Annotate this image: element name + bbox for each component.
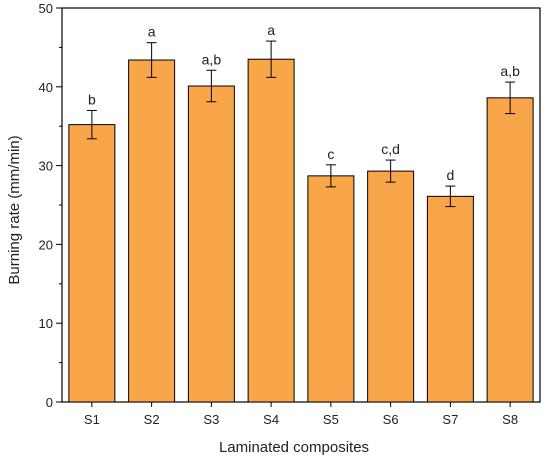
- x-tick-label: S5: [323, 412, 339, 427]
- bar-annotation: c,d: [381, 141, 400, 157]
- bar-s7: [426, 195, 474, 403]
- x-axis-label: Laminated composites: [219, 439, 369, 456]
- bar-s8: [486, 97, 534, 403]
- x-tick-label: S1: [84, 412, 100, 427]
- bar-s5: [307, 175, 355, 403]
- bar-s1: [68, 124, 116, 403]
- x-tick-label: S4: [263, 412, 279, 427]
- y-axis-label: Burning rate (mm/min): [6, 135, 23, 284]
- x-tick-label: S3: [203, 412, 219, 427]
- plot-area: 0 10 20 30 40 50 b S1 a S2 a,b S3 a S4 c S5 c,d S6 d S7 a,b S…: [39, 1, 541, 427]
- bar-annotation: d: [446, 167, 454, 183]
- bar-annotation: c: [327, 146, 334, 162]
- y-tick-label: 40: [39, 80, 53, 95]
- bar-annotation: a,b: [500, 63, 520, 79]
- bar-s6: [367, 170, 415, 403]
- y-tick-label: 20: [39, 237, 53, 252]
- y-tick-label: 30: [39, 159, 53, 174]
- x-tick-label: S8: [502, 412, 518, 427]
- x-tick-label: S7: [442, 412, 458, 427]
- bar-s3: [187, 85, 235, 403]
- bar-annotation: a,b: [202, 51, 222, 67]
- bar-annotation: a: [267, 22, 275, 38]
- x-tick-label: S6: [383, 412, 399, 427]
- bar-annotation: a: [148, 24, 156, 40]
- bar-annotation: b: [88, 91, 96, 107]
- y-tick-label: 0: [46, 395, 53, 410]
- bar-s2: [128, 59, 176, 403]
- y-tick-label: 50: [39, 1, 53, 16]
- y-tick-label: 10: [39, 316, 53, 331]
- x-tick-label: S2: [144, 412, 160, 427]
- bar-s4: [247, 58, 295, 403]
